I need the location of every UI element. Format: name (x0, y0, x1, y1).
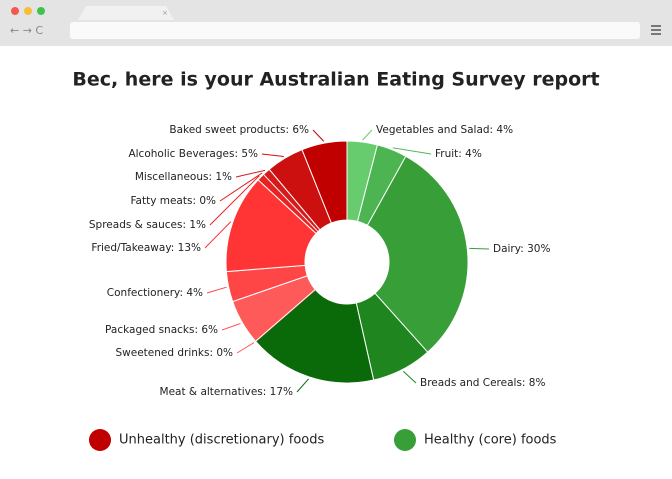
leader-line (469, 247, 490, 250)
leader-line (219, 172, 263, 202)
leader-line (296, 378, 309, 393)
chart-title: Bec, here is your Australian Eating Surv… (72, 69, 599, 91)
leader-line (362, 129, 373, 141)
legend-label: Unhealthy (discretionary) foods (119, 433, 324, 448)
close-dot[interactable] (11, 7, 19, 15)
slice-label: Confectionery: 4% (107, 287, 203, 299)
leader-line (206, 286, 227, 294)
donut-hole (305, 220, 389, 304)
leader-line (312, 129, 325, 142)
legend-swatch (394, 429, 416, 451)
slice-label: Fatty meats: 0% (130, 195, 216, 207)
leader-line (261, 153, 284, 157)
leader-line (235, 169, 266, 178)
tab[interactable] (78, 6, 174, 20)
legend-swatch (89, 429, 111, 451)
maximize-dot[interactable] (37, 7, 45, 15)
slice-label: Vegetables and Salad: 4% (376, 124, 513, 136)
nav-buttons[interactable]: ← → C (10, 24, 43, 37)
slice-label: Baked sweet products: 6% (169, 124, 309, 136)
slice-label: Meat & alternatives: 17% (160, 386, 293, 398)
leader-line (403, 370, 417, 384)
slice-label: Sweetened drinks: 0% (115, 347, 233, 359)
minimize-dot[interactable] (24, 7, 32, 15)
slice-label: Fruit: 4% (435, 148, 482, 160)
leader-line (204, 221, 232, 249)
leader-line (209, 175, 260, 226)
url-bar[interactable] (70, 22, 640, 39)
menu-icon[interactable] (651, 25, 661, 35)
leader-line (236, 342, 255, 354)
slice-label: Spreads & sauces: 1% (89, 219, 206, 231)
tab-close[interactable]: × (162, 9, 168, 17)
leader-line (392, 147, 432, 155)
slice-label: Breads and Cereals: 8% (420, 377, 545, 389)
leader-line (221, 323, 241, 331)
slice-label: Dairy: 30% (493, 243, 550, 255)
legend-label: Healthy (core) foods (424, 433, 557, 448)
slice-label: Packaged snacks: 6% (105, 324, 218, 336)
slice-label: Alcoholic Beverages: 5% (128, 148, 258, 160)
slice-label: Fried/Takeaway: 13% (91, 242, 201, 254)
slice-label: Miscellaneous: 1% (135, 171, 232, 183)
